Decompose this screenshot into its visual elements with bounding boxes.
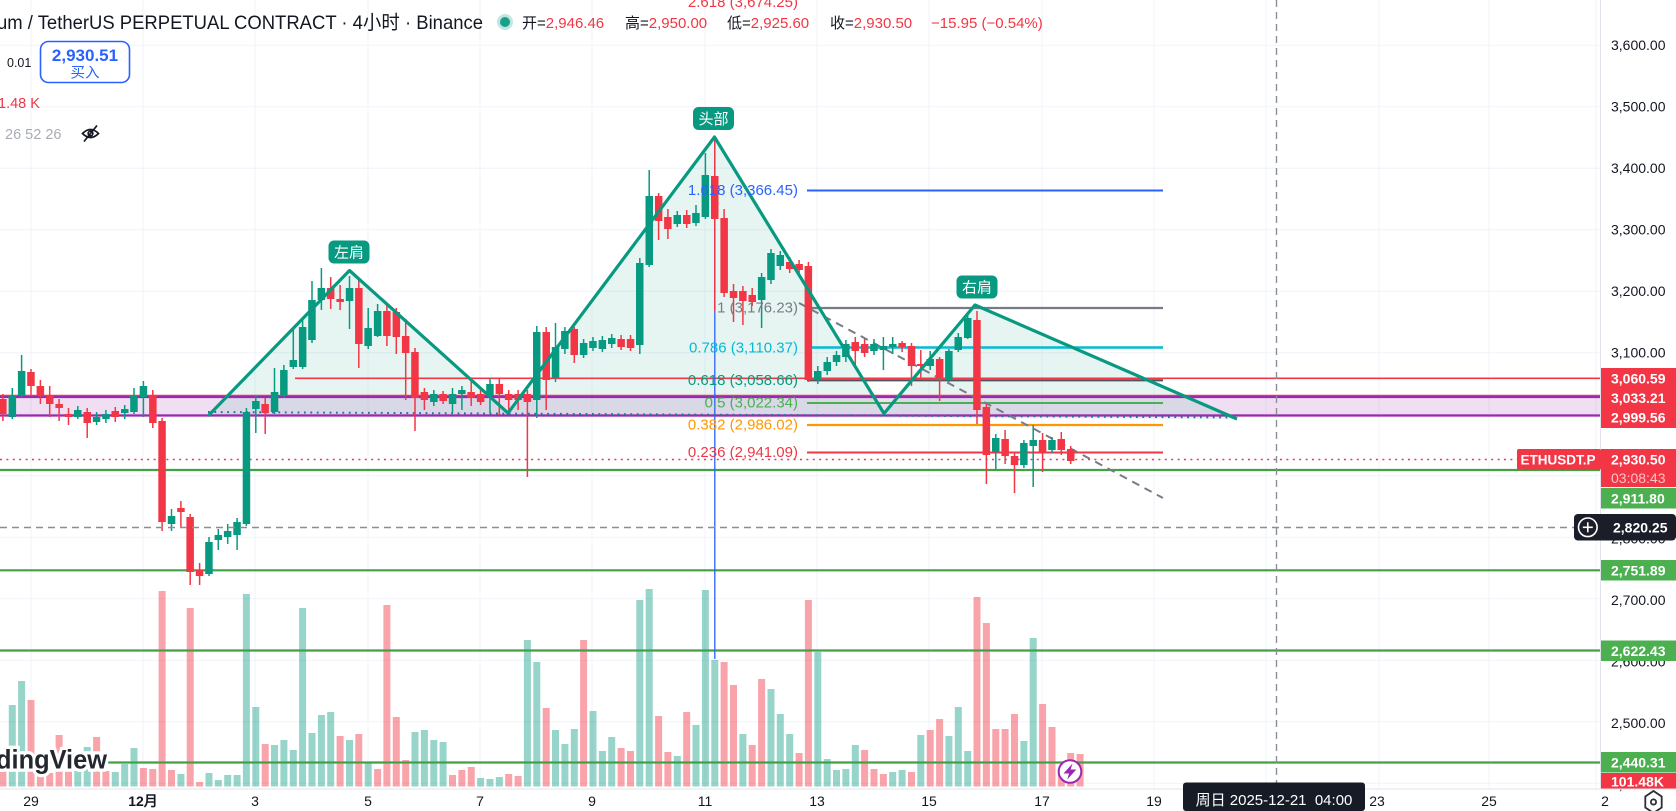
svg-text:收=2,930.50: 收=2,930.50	[830, 15, 912, 32]
svg-text:低=2,925.60: 低=2,925.60	[727, 15, 809, 32]
svg-text:0.382 (2,986.02): 0.382 (2,986.02)	[688, 417, 798, 434]
svg-text:2,500.00: 2,500.00	[1611, 715, 1666, 731]
svg-text:26 52 26: 26 52 26	[5, 127, 61, 143]
svg-text:2,700.00: 2,700.00	[1611, 592, 1666, 608]
svg-text:03:08:43: 03:08:43	[1611, 470, 1666, 486]
svg-text:dingView: dingView	[0, 745, 108, 775]
svg-text:左肩: 左肩	[334, 245, 364, 262]
svg-text:ETHUSDT.P: ETHUSDT.P	[1520, 453, 1595, 468]
svg-text:头部: 头部	[698, 111, 728, 128]
svg-text:0.01: 0.01	[7, 56, 31, 70]
svg-text:0.5 (3,022.34): 0.5 (3,022.34)	[705, 395, 798, 412]
svg-text:1 (3,176.23): 1 (3,176.23)	[717, 300, 798, 317]
svg-text:13: 13	[809, 793, 825, 809]
svg-text:11: 11	[698, 793, 713, 809]
svg-text:12月: 12月	[128, 793, 158, 809]
svg-text:周日 2025-12-21 04:00: 周日 2025-12-21 04:00	[1196, 792, 1353, 809]
svg-text:1.48 K: 1.48 K	[0, 96, 40, 112]
svg-text:0.786 (3,110.37): 0.786 (3,110.37)	[689, 340, 798, 357]
svg-text:7: 7	[476, 793, 484, 809]
svg-text:右肩: 右肩	[962, 280, 992, 297]
svg-text:2,930.50: 2,930.50	[1611, 452, 1666, 468]
svg-text:19: 19	[1146, 793, 1162, 809]
svg-text:2,999.56: 2,999.56	[1611, 410, 1666, 426]
svg-text:3,060.59: 3,060.59	[1611, 371, 1666, 387]
svg-text:2,820.25: 2,820.25	[1613, 520, 1668, 536]
svg-text:3,033.21: 3,033.21	[1611, 390, 1666, 406]
svg-text:2,930.51: 2,930.51	[52, 46, 118, 65]
svg-text:0.236 (2,941.09): 0.236 (2,941.09)	[688, 444, 798, 461]
svg-text:9: 9	[588, 793, 596, 809]
svg-text:2,751.89: 2,751.89	[1611, 562, 1666, 578]
svg-text:3,500.00: 3,500.00	[1611, 99, 1666, 115]
svg-text:2: 2	[1601, 793, 1609, 809]
svg-text:101.48K: 101.48K	[1611, 774, 1664, 790]
svg-text:买入: 买入	[71, 65, 100, 82]
svg-text:3,600.00: 3,600.00	[1611, 37, 1666, 53]
svg-text:高=2,950.00: 高=2,950.00	[625, 15, 707, 32]
svg-text:25: 25	[1481, 793, 1497, 809]
svg-text:29: 29	[23, 793, 39, 809]
svg-text:2,440.31: 2,440.31	[1611, 754, 1666, 770]
svg-text:1.618 (3,366.45): 1.618 (3,366.45)	[688, 182, 798, 199]
svg-text:2,622.43: 2,622.43	[1611, 643, 1666, 659]
svg-text:um / TetherUS PERPETUAL CONTRA: um / TetherUS PERPETUAL CONTRACT · 4小时 ·…	[0, 12, 483, 34]
svg-text:3,400.00: 3,400.00	[1611, 160, 1666, 176]
svg-text:5: 5	[364, 793, 372, 809]
svg-text:3,200.00: 3,200.00	[1611, 283, 1666, 299]
svg-text:2.618 (3,674.25): 2.618 (3,674.25)	[688, 0, 798, 11]
svg-text:−15.95 (−0.54%): −15.95 (−0.54%)	[931, 15, 1043, 32]
svg-text:3,300.00: 3,300.00	[1611, 222, 1666, 238]
svg-text:2,911.80: 2,911.80	[1611, 490, 1665, 506]
svg-text:23: 23	[1369, 793, 1385, 809]
svg-text:15: 15	[921, 793, 937, 809]
svg-text:3,100.00: 3,100.00	[1611, 345, 1666, 361]
svg-text:开=2,946.46: 开=2,946.46	[522, 15, 604, 32]
svg-text:17: 17	[1034, 793, 1050, 809]
svg-text:3: 3	[251, 793, 259, 809]
svg-text:0.618 (3,058.66): 0.618 (3,058.66)	[688, 372, 798, 389]
